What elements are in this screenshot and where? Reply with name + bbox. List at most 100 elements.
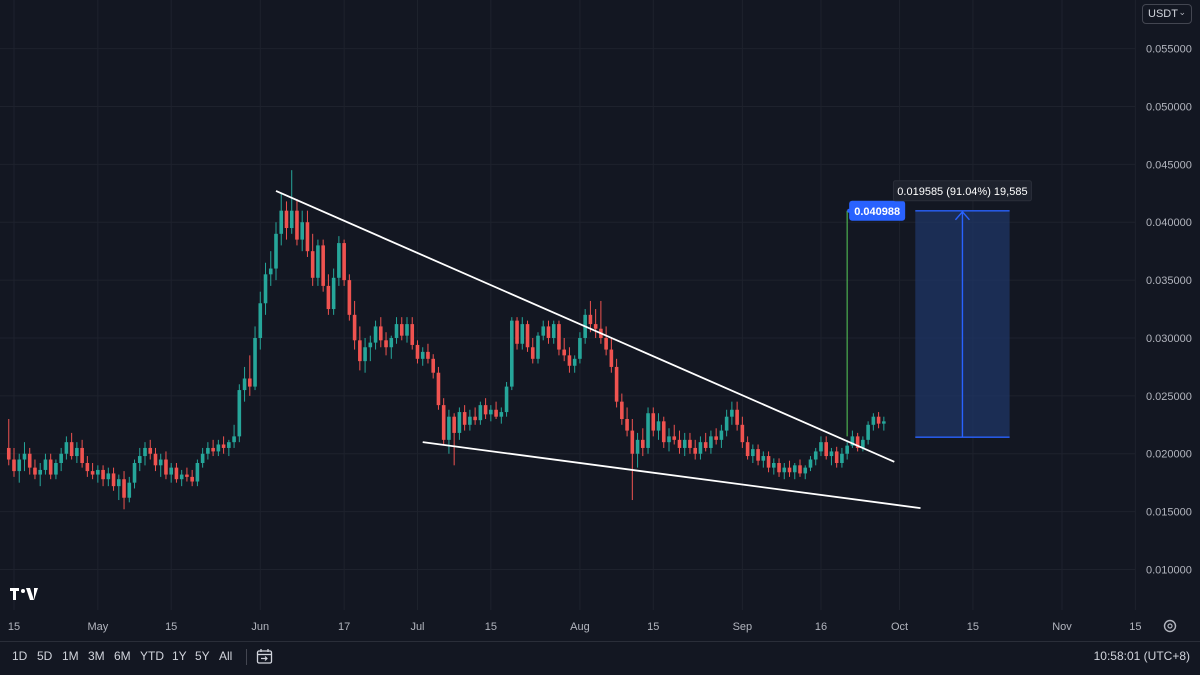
candle-body	[698, 442, 703, 454]
candle-body	[614, 366, 619, 402]
candle-body	[342, 243, 346, 281]
candle-body	[190, 476, 194, 482]
candle-body	[33, 467, 37, 475]
candle-body	[520, 324, 525, 344]
candle-body	[510, 320, 514, 387]
lower-trendline[interactable]	[422, 441, 921, 510]
candle-body	[709, 436, 713, 448]
settings-icon[interactable]	[1163, 619, 1177, 633]
range-6m-button[interactable]: 6M	[114, 649, 131, 663]
upper-trendline[interactable]	[275, 190, 895, 463]
candle-body	[824, 442, 828, 457]
time-tick-label: Oct	[891, 621, 908, 633]
candle-body	[462, 412, 467, 425]
range-all-button[interactable]: All	[219, 649, 233, 663]
candle-body	[572, 358, 577, 366]
candle-body	[672, 436, 677, 440]
candle-body	[237, 390, 242, 437]
logo-dot	[21, 589, 25, 593]
candle-body	[871, 416, 876, 425]
range-1m-button[interactable]: 1M	[62, 649, 79, 663]
range-1d-button[interactable]: 1D	[12, 649, 28, 663]
candle-body	[436, 372, 441, 406]
calendar-goto-icon[interactable]	[256, 648, 273, 665]
measure-label: 0.019585 (91.04%) 19,585	[897, 186, 1027, 198]
candle-body	[808, 459, 813, 468]
candle-body	[399, 324, 404, 336]
candle-body	[829, 451, 834, 457]
candle-body	[787, 467, 792, 473]
candle-body	[279, 210, 284, 234]
range-5y-button[interactable]: 5Y	[195, 649, 210, 663]
time-tick-label: Jul	[410, 621, 424, 633]
candle-body	[578, 337, 582, 359]
candle-body	[457, 412, 462, 433]
candle-body	[452, 416, 456, 433]
candle-body	[122, 479, 126, 498]
candle-body	[499, 412, 504, 417]
candle-body	[845, 445, 849, 454]
candle-body	[766, 456, 771, 468]
clock-timezone[interactable]: 10:58:01 (UTC+8)	[1093, 649, 1190, 663]
candle-body	[441, 405, 446, 440]
candle-body	[232, 436, 236, 443]
time-tick-label: 15	[8, 621, 20, 633]
range-3m-button[interactable]: 3M	[88, 649, 105, 663]
candle-body	[630, 430, 635, 454]
candle-body	[352, 314, 357, 341]
candle-body	[6, 447, 11, 460]
candle-body	[384, 340, 388, 348]
price-chart[interactable]: 0.040988 0.019585 (91.04%) 19,585 0.05500…	[0, 0, 1200, 641]
currency-selector[interactable]: USDT ⌄	[1142, 4, 1192, 24]
candle-body	[415, 344, 420, 359]
price-tag-box[interactable]	[849, 200, 906, 221]
candle-body	[268, 268, 273, 275]
candle-body	[593, 324, 598, 329]
candle-body	[562, 349, 566, 356]
candle-body	[337, 243, 341, 278]
candle-body	[158, 459, 163, 466]
candle-body	[478, 405, 483, 421]
candle-body	[546, 326, 551, 338]
candle-body	[358, 340, 362, 362]
candle-body	[368, 342, 373, 348]
candle-body	[80, 447, 84, 463]
candle-body	[426, 351, 430, 359]
price-tag-label: 0.040988	[854, 206, 900, 218]
candle-body	[253, 337, 257, 387]
candle-body	[75, 447, 79, 457]
candle-body	[557, 324, 561, 350]
candle-body	[96, 469, 100, 475]
candle-body	[101, 469, 105, 480]
candle-body	[227, 442, 231, 448]
candle-body	[551, 324, 556, 338]
candle-body	[651, 413, 656, 431]
candle-body	[216, 444, 221, 452]
price-tick-label: 0.020000	[1146, 449, 1192, 461]
bottom-toolbar: 1D 5D 1M 3M 6M YTD 1Y 5Y All 10:58:01 (U…	[0, 641, 1200, 672]
candle-body	[751, 449, 755, 457]
candle-body	[169, 467, 173, 475]
range-5d-button[interactable]: 5D	[37, 649, 53, 663]
candle-body	[693, 447, 697, 454]
candle-body	[85, 462, 90, 472]
candle-body	[735, 409, 739, 425]
candle-body	[27, 453, 32, 468]
candle-body	[64, 442, 69, 454]
candle-body	[792, 465, 797, 473]
candle-body	[646, 413, 650, 448]
time-tick-label: 15	[485, 621, 497, 633]
range-ytd-button[interactable]: YTD	[140, 649, 164, 663]
candle-body	[59, 453, 63, 463]
time-tick-label: 17	[338, 621, 350, 633]
candle-body	[661, 421, 666, 443]
candle-body	[200, 453, 205, 463]
candle-body	[515, 320, 519, 344]
candle-body	[274, 233, 278, 269]
range-1y-button[interactable]: 1Y	[172, 649, 187, 663]
candle-body	[389, 337, 394, 348]
price-tick-label: 0.025000	[1146, 391, 1192, 403]
chevron-down-icon: ⌄	[1178, 7, 1186, 17]
toolbar-divider	[246, 649, 247, 665]
